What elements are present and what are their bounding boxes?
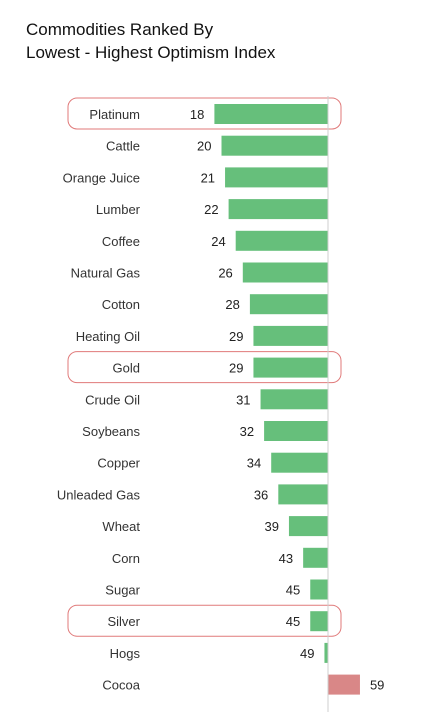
bar-hogs	[324, 642, 328, 663]
value-label-corn: 43	[279, 551, 293, 566]
chart-title-line-1: Commodities Ranked By	[26, 20, 214, 39]
category-label-heating-oil: Heating Oil	[76, 329, 140, 344]
value-label-cotton: 28	[225, 297, 239, 312]
value-label-coffee: 24	[211, 234, 225, 249]
bar-heating-oil	[253, 325, 328, 346]
bar-unleaded-gas	[278, 484, 328, 505]
value-label-natural-gas: 26	[218, 266, 232, 281]
bar-wheat	[288, 516, 328, 537]
bar-soybeans	[264, 421, 328, 441]
bar-coffee	[235, 230, 328, 251]
category-label-unleaded-gas: Unleaded Gas	[57, 487, 141, 502]
category-label-sugar: Sugar	[105, 583, 140, 598]
value-label-heating-oil: 29	[229, 329, 243, 344]
category-label-gold: Gold	[113, 361, 140, 376]
value-label-cocoa: 59	[370, 678, 384, 693]
value-label-sugar: 45	[286, 583, 300, 598]
category-label-orange-juice: Orange Juice	[63, 170, 140, 185]
category-label-platinum: Platinum	[89, 107, 140, 122]
chart-title: Commodities Ranked By Lowest - Highest O…	[26, 18, 275, 64]
highlight-boxes	[67, 97, 342, 637]
value-label-wheat: 39	[264, 519, 278, 534]
bar-corn	[303, 547, 328, 568]
highlight-box-silver	[67, 604, 342, 637]
category-label-cattle: Cattle	[106, 139, 140, 154]
bar-crude-oil	[260, 389, 328, 410]
value-label-hogs: 49	[300, 646, 314, 661]
category-label-crude-oil: Crude Oil	[85, 392, 140, 407]
value-label-platinum: 18	[190, 107, 204, 122]
value-label-soybeans: 32	[240, 424, 254, 439]
value-label-unleaded-gas: 36	[254, 487, 268, 502]
value-label-cattle: 20	[197, 139, 211, 154]
category-label-lumber: Lumber	[96, 202, 141, 217]
value-label-copper: 34	[247, 456, 261, 471]
bar-cocoa	[328, 674, 360, 695]
bar-natural-gas	[242, 262, 328, 283]
highlight-box-platinum	[67, 97, 342, 130]
bar-cotton	[249, 294, 328, 315]
category-label-silver: Silver	[107, 614, 140, 629]
bar-platinum	[214, 104, 328, 124]
bar-orange-juice	[225, 167, 328, 188]
bar-gold	[253, 357, 328, 378]
category-label-coffee: Coffee	[102, 234, 140, 249]
value-label-crude-oil: 31	[236, 392, 250, 407]
category-label-cocoa: Cocoa	[102, 678, 140, 693]
bar-lumber	[228, 199, 328, 220]
category-label-natural-gas: Natural Gas	[71, 266, 141, 281]
category-labels: Platinum Cattle Orange Juice Lumber Coffee Na…	[57, 107, 141, 693]
value-label-lumber: 22	[204, 202, 218, 217]
value-label-gold: 29	[229, 361, 243, 376]
bar-copper	[271, 452, 328, 473]
category-label-cotton: Cotton	[102, 297, 140, 312]
chart-title-line-2: Lowest - Highest Optimism Index	[26, 43, 276, 62]
bar-silver	[310, 611, 328, 632]
value-label-orange-juice: 21	[201, 170, 215, 185]
category-label-corn: Corn	[112, 551, 140, 566]
bar-cattle	[221, 135, 328, 156]
category-label-hogs: Hogs	[110, 646, 141, 661]
bar-sugar	[310, 579, 328, 600]
value-labels: 18 20 21 22 24 26 28 29 29 31 32 34 36 39 43 45 45 49 59	[190, 107, 384, 693]
value-label-silver: 45	[286, 614, 300, 629]
highlight-box-gold	[67, 351, 342, 384]
category-label-copper: Copper	[97, 456, 140, 471]
category-label-soybeans: Soybeans	[82, 424, 140, 439]
category-label-wheat: Wheat	[102, 519, 140, 534]
bars	[214, 104, 360, 695]
